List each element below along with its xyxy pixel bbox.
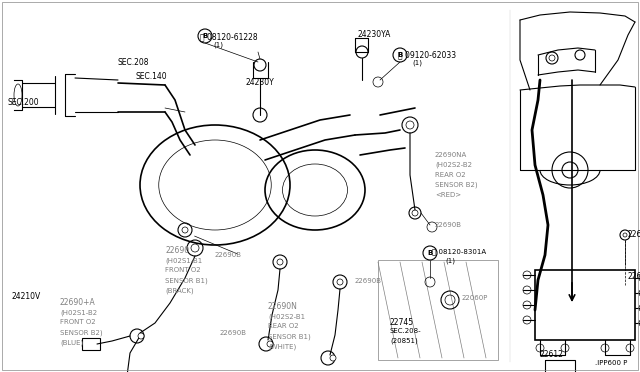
Bar [378, 260, 498, 360]
Text: (1): (1) [412, 60, 422, 67]
Text: REAR O2: REAR O2 [435, 172, 466, 178]
Text: .IPP600 P: .IPP600 P [595, 360, 627, 366]
Text: (1): (1) [445, 258, 455, 264]
Text: 22745: 22745 [390, 318, 414, 327]
Text: B: B [202, 33, 207, 39]
Text: SEC.208: SEC.208 [118, 58, 150, 67]
Text: (H02S1-B2: (H02S1-B2 [60, 309, 97, 315]
Text: (H02S1-B1: (H02S1-B1 [165, 257, 202, 263]
Text: Ⓑ 08120-61228: Ⓑ 08120-61228 [200, 32, 258, 41]
Text: (1): (1) [213, 41, 223, 48]
Text: 22690B: 22690B [435, 222, 462, 228]
Bar [545, 360, 575, 372]
Text: 22690B: 22690B [355, 278, 382, 284]
Text: 22612: 22612 [540, 350, 564, 359]
Text: SEC.140: SEC.140 [135, 72, 166, 81]
Text: SENSOR B2): SENSOR B2) [435, 182, 477, 189]
Text: 22690B: 22690B [215, 252, 242, 258]
Text: SEC.208-: SEC.208- [390, 328, 422, 334]
Text: B: B [428, 250, 433, 256]
Text: (20851): (20851) [390, 338, 418, 344]
Text: 22611: 22611 [628, 272, 640, 281]
Text: 22060P: 22060P [462, 295, 488, 301]
Circle shape [138, 333, 144, 339]
Text: SENSOR B1): SENSOR B1) [268, 333, 311, 340]
Text: 22690+A: 22690+A [60, 298, 96, 307]
Text: <RED>: <RED> [435, 192, 461, 198]
Circle shape [267, 341, 273, 347]
Text: 22690: 22690 [165, 246, 189, 255]
Text: SENSOR B1): SENSOR B1) [165, 277, 208, 283]
Text: FRONT O2: FRONT O2 [60, 319, 95, 325]
Text: 22690B: 22690B [220, 330, 247, 336]
Text: 24230Y: 24230Y [245, 78, 274, 87]
Text: 22611A: 22611A [628, 230, 640, 239]
Text: (WHITE): (WHITE) [268, 343, 296, 350]
Text: SENSOR B2): SENSOR B2) [60, 329, 102, 336]
Bar [535, 270, 635, 340]
Text: (H02S2-B2: (H02S2-B2 [435, 162, 472, 169]
Text: B: B [397, 52, 403, 58]
Text: Ⓑ 08120-8301A: Ⓑ 08120-8301A [432, 248, 486, 254]
Bar [82, 338, 100, 350]
Text: 24210V: 24210V [12, 292, 41, 301]
Text: FRONT O2: FRONT O2 [165, 267, 200, 273]
Text: (BLUE): (BLUE) [60, 339, 83, 346]
Circle shape [330, 355, 336, 361]
Text: 22690N: 22690N [268, 302, 298, 311]
Text: Ⓑ 09120-62033: Ⓑ 09120-62033 [398, 50, 456, 59]
Text: REAR O2: REAR O2 [268, 323, 299, 329]
Text: 22690NA: 22690NA [435, 152, 467, 158]
Text: (H02S2-B1: (H02S2-B1 [268, 313, 305, 320]
Text: 24230YA: 24230YA [358, 30, 392, 39]
Text: (BRACK): (BRACK) [165, 287, 194, 294]
Text: SEC.200: SEC.200 [8, 98, 40, 107]
